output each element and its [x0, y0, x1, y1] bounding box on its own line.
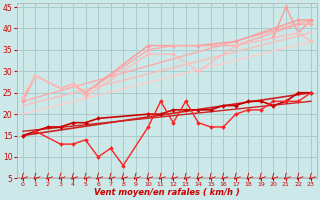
- X-axis label: Vent moyen/en rafales ( km/h ): Vent moyen/en rafales ( km/h ): [94, 188, 240, 197]
